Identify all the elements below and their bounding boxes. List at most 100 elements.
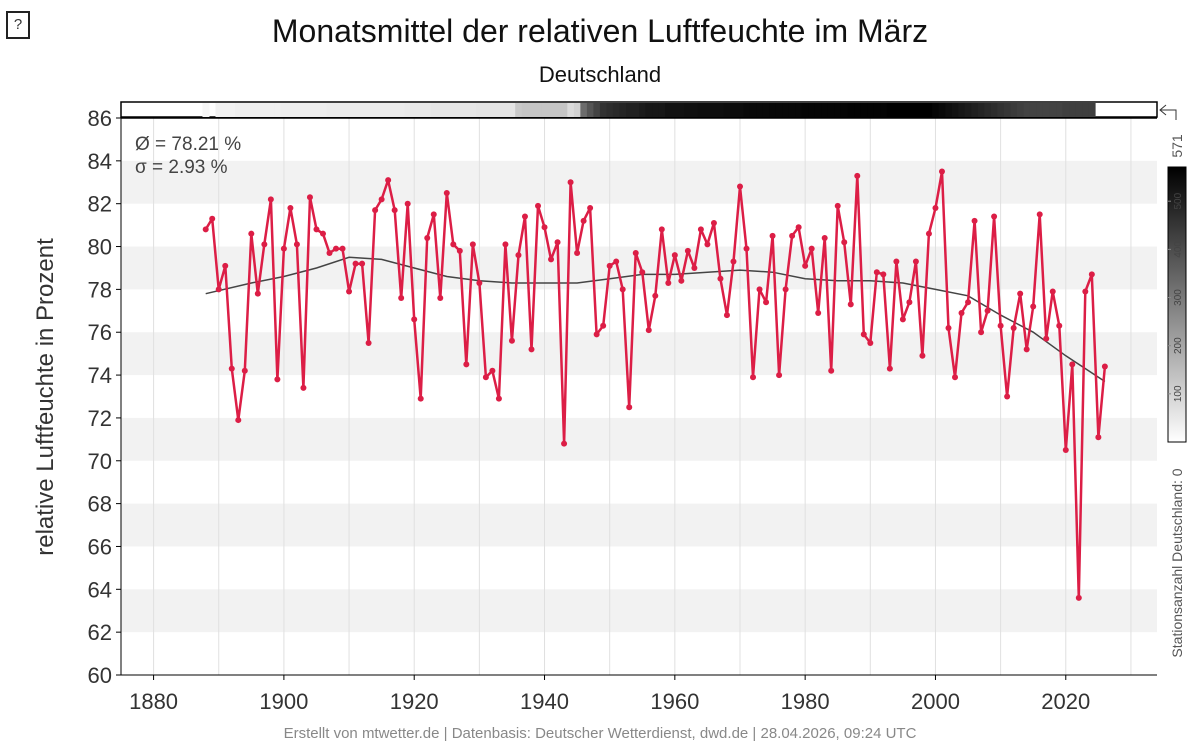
data-point: [1023, 346, 1030, 353]
data-point: [782, 286, 789, 293]
station-bar-cell: [678, 103, 686, 117]
data-point: [456, 247, 463, 254]
data-point: [880, 271, 887, 278]
data-point: [619, 286, 626, 293]
station-bar-cell: [1042, 103, 1050, 117]
data-point: [1082, 288, 1089, 295]
x-tick-label: 1940: [520, 689, 569, 714]
x-tick-label: 2020: [1041, 689, 1090, 714]
data-point: [398, 294, 405, 301]
station-bar-cell: [958, 103, 966, 117]
data-point: [938, 168, 945, 175]
data-point: [1062, 447, 1069, 454]
chart-subtitle: Deutschland: [539, 62, 661, 87]
station-bar-cell: [541, 103, 549, 117]
station-bar-cell: [345, 103, 353, 117]
data-point: [222, 262, 229, 269]
station-bar-cell: [228, 103, 236, 117]
footer-credit: Erstellt von mtwetter.de | Datenbasis: D…: [284, 725, 917, 742]
data-point: [717, 275, 724, 282]
data-point: [854, 172, 861, 179]
data-point: [528, 346, 535, 353]
station-bar-cell: [599, 103, 607, 117]
colorbar-tick-label: 300: [1173, 289, 1184, 306]
station-bar-cell: [397, 103, 405, 117]
station-bar-cell: [267, 103, 275, 117]
y-tick-label: 64: [88, 577, 112, 602]
station-count-bar: [120, 101, 1158, 118]
data-point: [841, 239, 848, 246]
grid-band: [121, 246, 1157, 290]
station-bar-cell: [1082, 103, 1090, 117]
data-point: [1049, 288, 1056, 295]
data-point: [632, 249, 639, 256]
x-tick-label: 1900: [259, 689, 308, 714]
y-tick-label: 80: [88, 235, 112, 260]
data-point: [945, 324, 952, 331]
station-bar-cell: [1036, 103, 1044, 117]
data-point: [639, 269, 646, 276]
data-point: [521, 213, 528, 220]
data-point: [561, 440, 568, 447]
data-point: [750, 374, 757, 381]
station-bar-cell: [782, 103, 790, 117]
data-point: [228, 365, 235, 372]
station-bar-cell: [554, 103, 562, 117]
data-point: [209, 215, 216, 222]
station-bar-cell: [215, 103, 223, 117]
station-bar-cell: [652, 103, 660, 117]
station-bar-cell: [612, 103, 620, 117]
station-bar-cell: [997, 103, 1005, 117]
data-point: [333, 245, 340, 252]
station-bar-cell: [990, 103, 998, 117]
station-bar-cell: [521, 103, 529, 117]
station-bar-cell: [697, 103, 705, 117]
station-bar-cell: [756, 103, 764, 117]
data-point: [723, 312, 730, 319]
data-point: [769, 232, 776, 239]
station-bar-cell: [847, 103, 855, 117]
y-tick-label: 78: [88, 277, 112, 302]
data-point: [815, 309, 822, 316]
station-bar-cell: [762, 103, 770, 117]
station-bar-cell: [854, 103, 862, 117]
y-tick-label: 82: [88, 192, 112, 217]
x-tick-label: 1980: [781, 689, 830, 714]
station-bar-cell: [300, 103, 308, 117]
data-point: [730, 258, 737, 265]
station-bar-cell: [489, 103, 497, 117]
station-bar-cell: [423, 103, 431, 117]
data-point: [261, 241, 268, 248]
station-bar-cell: [606, 103, 614, 117]
station-bar-cell: [352, 103, 360, 117]
data-point: [756, 286, 763, 293]
station-bar-cell: [808, 103, 816, 117]
data-point: [710, 219, 717, 226]
data-point: [1069, 361, 1076, 368]
y-axis-label: relative Luftfeuchte in Prozent: [32, 238, 59, 556]
data-point: [495, 395, 502, 402]
station-bar-cell: [788, 103, 796, 117]
station-bar-cell: [391, 103, 399, 117]
station-bar-cell: [378, 103, 386, 117]
data-point: [684, 247, 691, 254]
data-point: [235, 417, 242, 424]
station-bar-cell: [274, 103, 282, 117]
data-point: [658, 226, 665, 233]
station-bar-cell: [645, 103, 653, 117]
station-bar-cell: [632, 103, 640, 117]
station-bar-cell: [749, 103, 757, 117]
data-point: [1088, 271, 1095, 278]
station-bar-cell: [769, 103, 777, 117]
x-tick-label: 1880: [129, 689, 178, 714]
colorbar-arrow-icon: [1159, 104, 1167, 116]
station-bar-cell: [502, 103, 510, 117]
station-bar-cell: [893, 103, 901, 117]
data-point: [502, 241, 509, 248]
help-button[interactable]: ?: [6, 11, 30, 39]
data-point: [893, 258, 900, 265]
y-tick-label: 70: [88, 449, 112, 474]
station-bar-cell: [919, 103, 927, 117]
data-point: [697, 226, 704, 233]
